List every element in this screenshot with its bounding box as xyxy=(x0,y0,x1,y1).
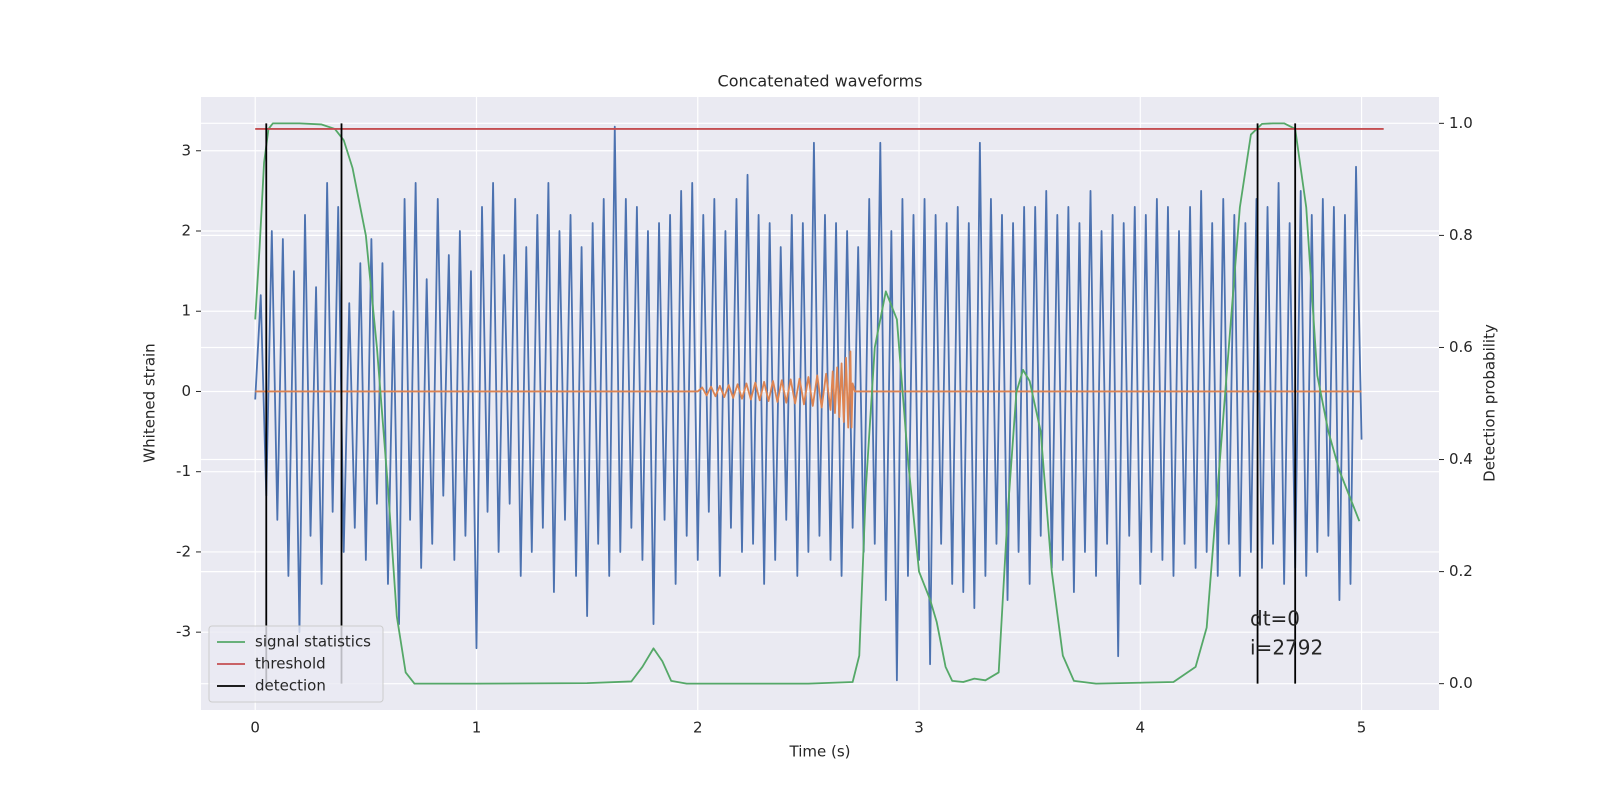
y-tick-label: 3 xyxy=(181,141,191,159)
x-axis-label: Time (s) xyxy=(789,743,851,761)
series-line xyxy=(255,350,1362,429)
legend-label: detection xyxy=(255,677,326,695)
x-tick-label: 2 xyxy=(693,719,703,737)
legend-label: threshold xyxy=(255,655,326,673)
chart-title: Concatenated waveforms xyxy=(718,72,923,91)
annotation: dt=0 xyxy=(1250,607,1300,631)
x-tick-label: 5 xyxy=(1357,719,1367,737)
series-line xyxy=(254,122,1361,685)
y-tick-label: 2 xyxy=(181,221,191,239)
legend-label: signal statistics xyxy=(255,633,371,651)
legend-box xyxy=(208,625,384,703)
y-tick-label: 0 xyxy=(181,382,191,400)
y-tick-label: -2 xyxy=(176,542,191,560)
y2-axis-label: Detection probability xyxy=(1481,324,1499,482)
y2-tick-label: 0.0 xyxy=(1449,674,1473,692)
x-tick-label: 4 xyxy=(1136,719,1146,737)
y-tick-label: -3 xyxy=(176,623,191,641)
y2-tick-label: 0.4 xyxy=(1449,450,1473,468)
y2-tick-label: 0.2 xyxy=(1449,562,1473,580)
y-tick-label: 1 xyxy=(181,302,191,320)
y2-tick-label: 0.6 xyxy=(1449,338,1473,356)
x-tick-label: 3 xyxy=(914,719,924,737)
y2-tick-label: 1.0 xyxy=(1449,114,1473,132)
y-tick-label: -1 xyxy=(176,462,191,480)
x-tick-label: 1 xyxy=(472,719,482,737)
y2-tick-label: 0.8 xyxy=(1449,226,1473,244)
y-axis-label: Whitened strain xyxy=(141,343,159,462)
annotation: i=2792 xyxy=(1250,636,1323,660)
series-line xyxy=(254,125,1363,682)
x-tick-label: 0 xyxy=(250,719,260,737)
